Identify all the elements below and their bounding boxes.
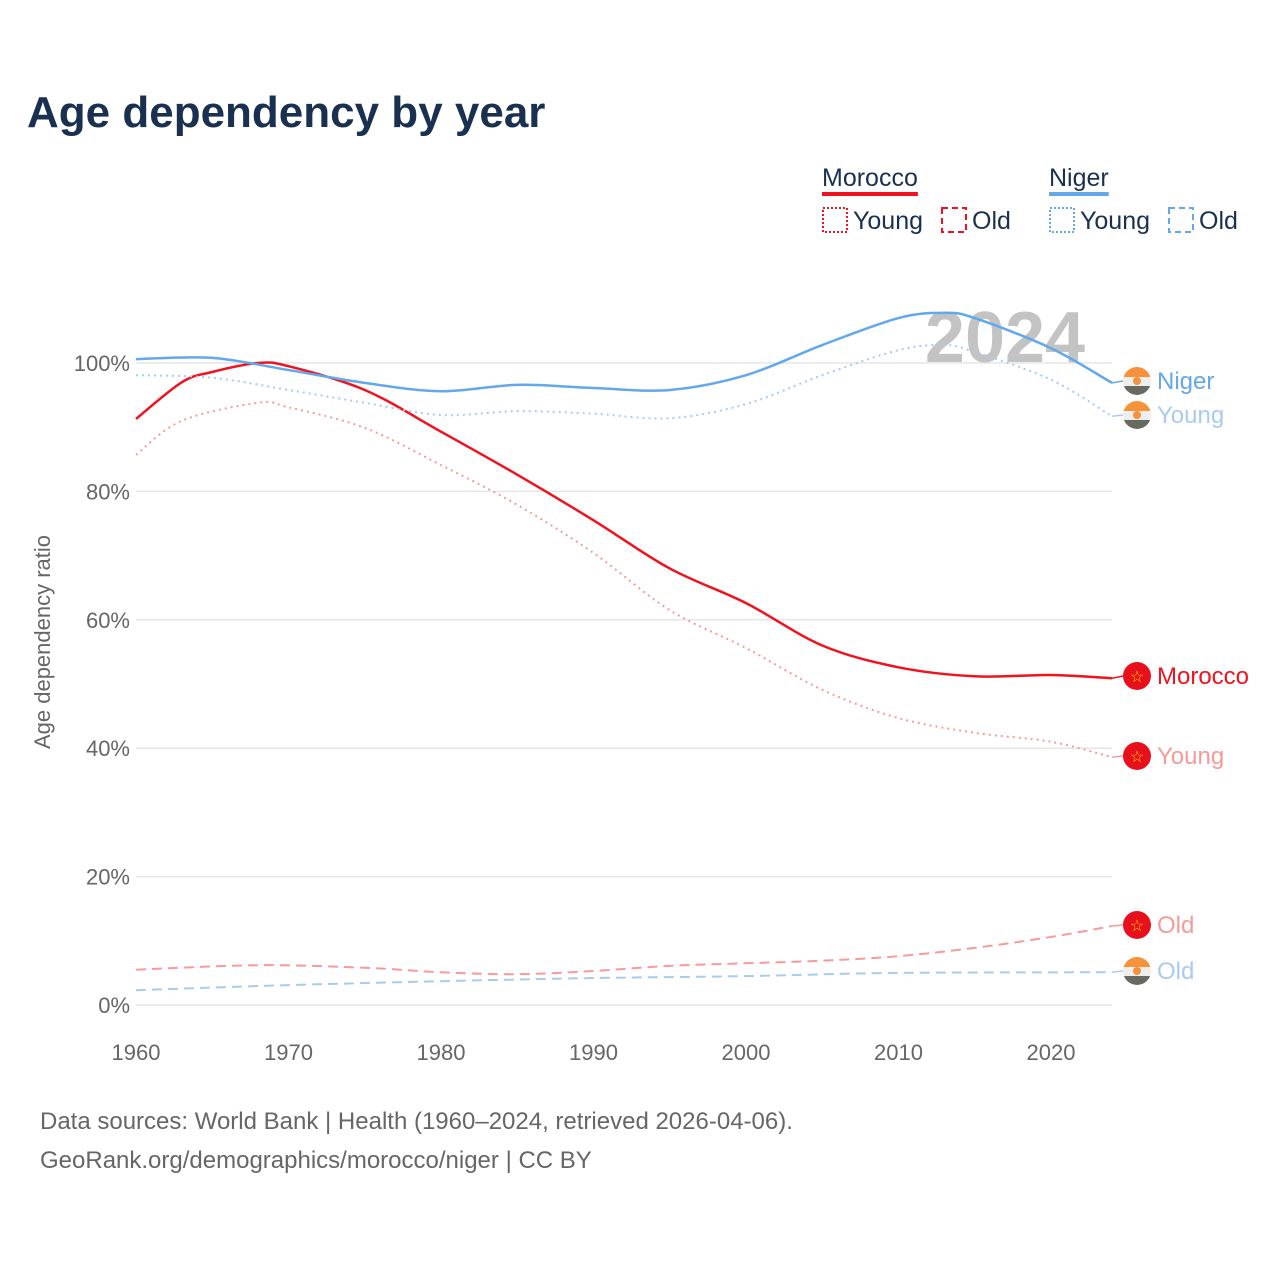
x-tick-label: 1990 <box>569 1040 618 1065</box>
flag-star: ☆ <box>1130 918 1144 935</box>
year-watermark: 2024 <box>925 298 1085 378</box>
morocco-flag-icon: ☆ <box>1123 911 1151 939</box>
y-tick-label: 80% <box>86 479 130 504</box>
source-text: Data sources: World Bank | Health (1960–… <box>40 1108 793 1135</box>
attribution-link[interactable]: GeoRank.org/demographics/morocco/niger |… <box>40 1147 592 1174</box>
x-tick-label: 2000 <box>722 1040 771 1065</box>
end-label-niger-old: Old <box>1157 958 1194 985</box>
y-tick-label: 40% <box>86 736 130 761</box>
y-tick-label: 100% <box>74 351 130 376</box>
series-line-niger-old <box>135 971 1113 992</box>
y-tick-label: 20% <box>86 865 130 890</box>
y-tick-label: 0% <box>98 993 130 1018</box>
flag-stripe-orange <box>1123 367 1151 377</box>
series-line-morocco-old <box>135 925 1113 976</box>
legend-swatch-old <box>1168 207 1194 233</box>
y-axis-label: Age dependency ratio <box>30 535 55 749</box>
x-tick-label: 2010 <box>874 1040 923 1065</box>
flag-sun <box>1133 411 1141 419</box>
end-label-niger-young: Young <box>1157 402 1224 429</box>
end-label-morocco: Morocco <box>1157 663 1249 690</box>
flag-stripe-green <box>1123 976 1151 985</box>
flag-bg <box>1123 911 1151 939</box>
chart-title: Age dependency by year <box>27 88 546 137</box>
legend-swatch-young <box>822 207 848 233</box>
label-connector <box>1111 755 1124 758</box>
flag-star: ☆ <box>1130 749 1144 766</box>
legend-underline <box>822 192 918 196</box>
legend-swatch-old <box>941 207 967 233</box>
end-label-morocco-old: Old <box>1157 912 1194 939</box>
legend-item-young[interactable]: Young <box>1080 207 1150 235</box>
x-tick-label: 1960 <box>112 1040 161 1065</box>
legend-item-young[interactable]: Young <box>853 207 923 235</box>
end-label-niger: Niger <box>1157 368 1214 395</box>
niger-flag-icon <box>1123 367 1151 395</box>
flag-star: ☆ <box>1130 669 1144 686</box>
flag-stripe-orange <box>1123 401 1151 411</box>
flag-stripe-green <box>1123 420 1151 429</box>
legend-underline <box>1049 192 1109 196</box>
flag-bg <box>1123 742 1151 770</box>
flag-stripe-orange <box>1123 957 1151 967</box>
legend-item-old[interactable]: Old <box>972 207 1011 235</box>
legend-group-niger[interactable]: Niger <box>1049 164 1109 192</box>
label-connector <box>1111 675 1124 679</box>
morocco-flag-icon: ☆ <box>1123 742 1151 770</box>
x-tick-label: 2020 <box>1027 1040 1076 1065</box>
flag-sun <box>1133 967 1141 975</box>
flag-sun <box>1133 377 1141 385</box>
niger-flag-icon <box>1123 957 1151 985</box>
series-line-morocco <box>135 361 1113 680</box>
label-connector <box>1111 970 1124 974</box>
legend-swatch-young <box>1049 207 1075 233</box>
x-tick-label: 1970 <box>264 1040 313 1065</box>
x-tick-label: 1980 <box>417 1040 466 1065</box>
label-connector <box>1111 924 1124 927</box>
niger-flag-icon <box>1123 401 1151 429</box>
series-line-niger <box>135 311 1113 393</box>
flag-stripe-green <box>1123 386 1151 395</box>
flag-bg <box>1123 662 1151 690</box>
legend-item-old[interactable]: Old <box>1199 207 1238 235</box>
legend-group-morocco[interactable]: Morocco <box>822 164 918 192</box>
label-connector <box>1111 380 1124 384</box>
end-label-morocco-young: Young <box>1157 743 1224 770</box>
series-line-morocco-young <box>135 400 1113 759</box>
y-tick-label: 60% <box>86 608 130 633</box>
label-connector <box>1111 414 1124 418</box>
morocco-flag-icon: ☆ <box>1123 662 1151 690</box>
